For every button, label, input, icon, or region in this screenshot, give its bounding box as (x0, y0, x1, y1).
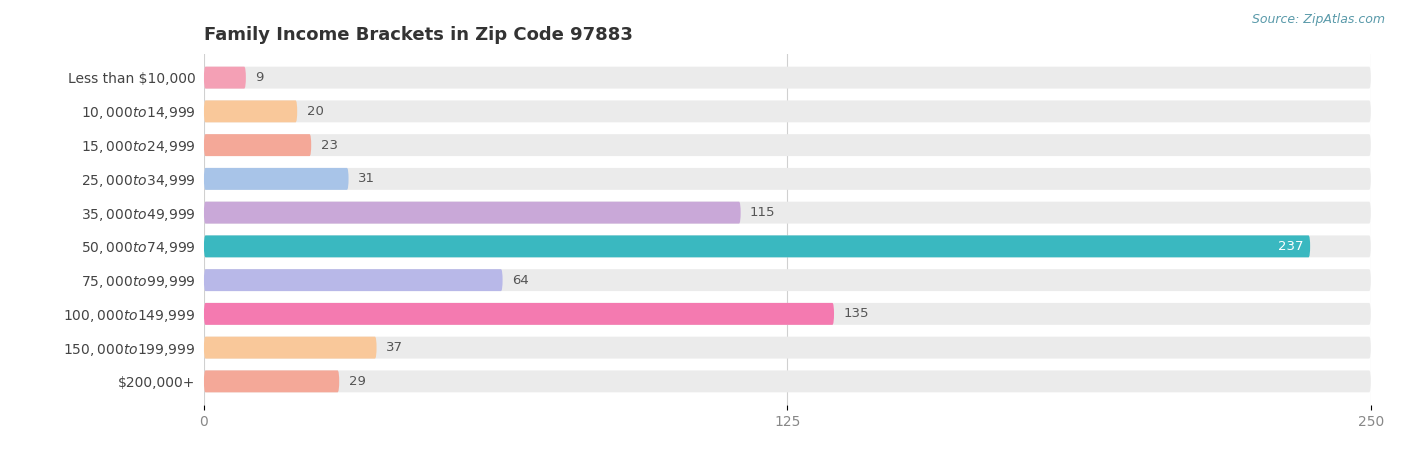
FancyBboxPatch shape (204, 100, 297, 122)
FancyBboxPatch shape (204, 269, 1371, 291)
FancyBboxPatch shape (204, 235, 1371, 257)
FancyBboxPatch shape (204, 67, 246, 89)
FancyBboxPatch shape (204, 303, 834, 325)
FancyBboxPatch shape (204, 337, 1371, 359)
Text: Family Income Brackets in Zip Code 97883: Family Income Brackets in Zip Code 97883 (204, 26, 633, 44)
Text: 29: 29 (349, 375, 366, 388)
Text: 37: 37 (385, 341, 404, 354)
Text: 64: 64 (512, 274, 529, 287)
FancyBboxPatch shape (204, 202, 741, 224)
Text: 31: 31 (359, 172, 375, 185)
FancyBboxPatch shape (204, 134, 311, 156)
FancyBboxPatch shape (204, 370, 1371, 392)
FancyBboxPatch shape (204, 168, 1371, 190)
FancyBboxPatch shape (204, 67, 1371, 89)
Text: 9: 9 (256, 71, 263, 84)
FancyBboxPatch shape (204, 370, 339, 392)
Text: Source: ZipAtlas.com: Source: ZipAtlas.com (1251, 14, 1385, 27)
FancyBboxPatch shape (204, 269, 502, 291)
FancyBboxPatch shape (204, 202, 1371, 224)
Text: 115: 115 (749, 206, 776, 219)
FancyBboxPatch shape (204, 168, 349, 190)
FancyBboxPatch shape (204, 337, 377, 359)
Text: 23: 23 (321, 139, 337, 152)
Text: 237: 237 (1278, 240, 1303, 253)
FancyBboxPatch shape (204, 134, 1371, 156)
Text: 135: 135 (844, 307, 869, 320)
Text: 20: 20 (307, 105, 323, 118)
FancyBboxPatch shape (204, 303, 1371, 325)
FancyBboxPatch shape (204, 100, 1371, 122)
FancyBboxPatch shape (204, 235, 1310, 257)
